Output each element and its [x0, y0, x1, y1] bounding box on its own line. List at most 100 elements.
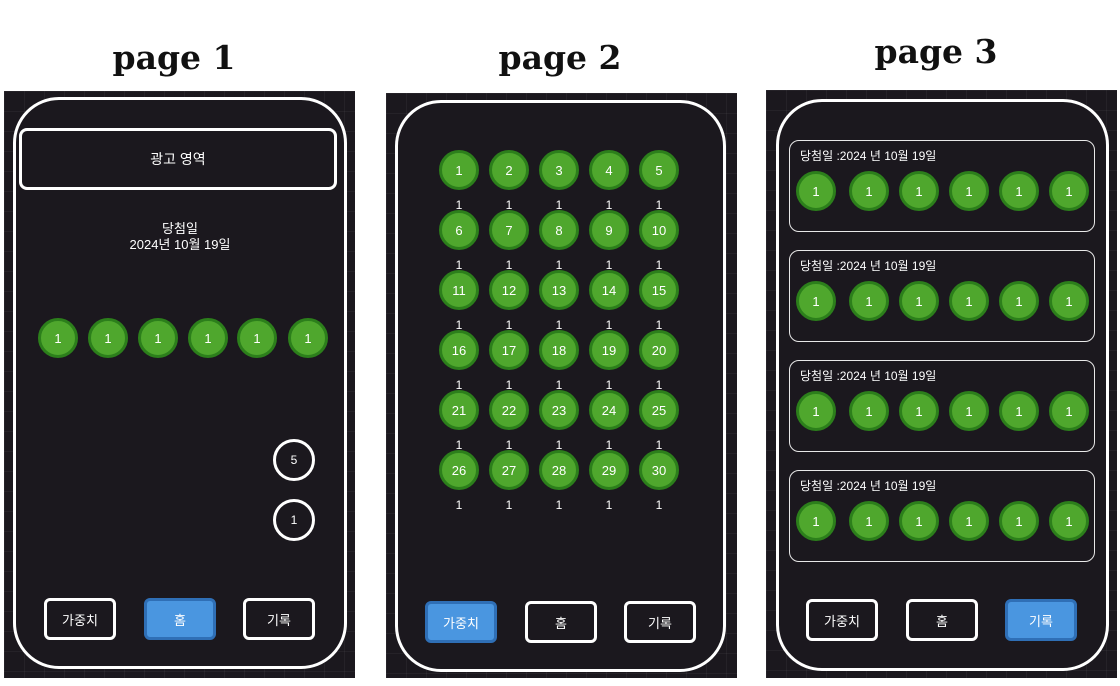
winning-ball: 1	[288, 318, 328, 358]
winning-ball: 1	[88, 318, 128, 358]
number-ball[interactable]: 8	[539, 210, 579, 250]
number-ball[interactable]: 22	[489, 390, 529, 430]
number-ball[interactable]: 5	[639, 150, 679, 190]
record-ball: 1	[899, 391, 939, 431]
record-ball: 1	[796, 171, 836, 211]
number-count: 1	[605, 198, 613, 212]
record-ball: 1	[949, 501, 989, 541]
phone-frame: 당첨일 :2024 년 10월 19일 1 1 1 1 1 1 당첨일 :202…	[776, 99, 1109, 671]
number-ball[interactable]: 9	[589, 210, 629, 250]
phone-frame: 1 1 2 1 3 1 4 1 5 1 6 1 7 1 8 1 9 1 10 1 11 1 12 1 13 1 14 1 15 1 16 1 1…	[395, 100, 726, 672]
number-count: 1	[555, 198, 563, 212]
ad-area-label: 광고 영역	[150, 151, 206, 167]
number-count: 1	[455, 378, 463, 392]
nav-weights-button[interactable]: 가중치	[44, 598, 116, 640]
number-ball[interactable]: 21	[439, 390, 479, 430]
number-count: 1	[505, 438, 513, 452]
record-ball: 1	[796, 501, 836, 541]
nav-home-button[interactable]: 홈	[525, 601, 597, 643]
record-ball: 1	[999, 501, 1039, 541]
record-ball: 1	[949, 171, 989, 211]
record-ball: 1	[1049, 171, 1089, 211]
nav-history-button[interactable]: 기록	[624, 601, 696, 643]
record-ball: 1	[796, 281, 836, 321]
winning-ball: 1	[237, 318, 277, 358]
number-count: 1	[605, 378, 613, 392]
number-ball[interactable]: 1	[439, 150, 479, 190]
nav-history-button[interactable]: 기록	[1005, 599, 1077, 641]
number-count: 1	[655, 498, 663, 512]
nav-history-button[interactable]: 기록	[243, 598, 315, 640]
floating-circle-button[interactable]: 1	[273, 499, 315, 541]
number-count: 1	[555, 438, 563, 452]
number-count: 1	[655, 258, 663, 272]
number-ball[interactable]: 18	[539, 330, 579, 370]
record-ball: 1	[999, 281, 1039, 321]
record-card[interactable]: 당첨일 :2024 년 10월 19일 1 1 1 1 1 1	[789, 470, 1095, 562]
record-ball: 1	[949, 391, 989, 431]
number-count: 1	[655, 318, 663, 332]
number-count: 1	[505, 498, 513, 512]
number-count: 1	[655, 378, 663, 392]
number-count: 1	[455, 438, 463, 452]
number-count: 1	[555, 378, 563, 392]
number-ball[interactable]: 16	[439, 330, 479, 370]
number-ball[interactable]: 4	[589, 150, 629, 190]
record-card[interactable]: 당첨일 :2024 년 10월 19일 1 1 1 1 1 1	[789, 360, 1095, 452]
nav-weights-button[interactable]: 가중치	[806, 599, 878, 641]
number-count: 1	[455, 258, 463, 272]
number-count: 1	[505, 378, 513, 392]
number-count: 1	[505, 258, 513, 272]
ad-area[interactable]: 광고 영역	[19, 128, 337, 190]
number-ball[interactable]: 23	[539, 390, 579, 430]
record-ball: 1	[899, 171, 939, 211]
winning-ball: 1	[138, 318, 178, 358]
number-count: 1	[605, 258, 613, 272]
nav-home-button[interactable]: 홈	[906, 599, 978, 641]
record-ball: 1	[849, 501, 889, 541]
number-count: 1	[555, 318, 563, 332]
page-2-title: page 2	[498, 38, 622, 77]
number-ball[interactable]: 29	[589, 450, 629, 490]
number-ball[interactable]: 27	[489, 450, 529, 490]
record-ball: 1	[999, 391, 1039, 431]
record-ball: 1	[849, 171, 889, 211]
number-count: 1	[455, 318, 463, 332]
number-count: 1	[605, 438, 613, 452]
record-ball: 1	[1049, 501, 1089, 541]
record-date: 당첨일 :2024 년 10월 19일	[800, 479, 937, 493]
number-ball[interactable]: 15	[639, 270, 679, 310]
number-count: 1	[605, 318, 613, 332]
record-card[interactable]: 당첨일 :2024 년 10월 19일 1 1 1 1 1 1	[789, 250, 1095, 342]
floating-circle-button[interactable]: 5	[273, 439, 315, 481]
number-ball[interactable]: 2	[489, 150, 529, 190]
number-ball[interactable]: 7	[489, 210, 529, 250]
nav-weights-button[interactable]: 가중치	[425, 601, 497, 643]
draw-date-label: 당첨일	[162, 221, 198, 236]
number-ball[interactable]: 19	[589, 330, 629, 370]
number-ball[interactable]: 3	[539, 150, 579, 190]
number-ball[interactable]: 30	[639, 450, 679, 490]
record-ball: 1	[899, 281, 939, 321]
number-ball[interactable]: 11	[439, 270, 479, 310]
number-ball[interactable]: 26	[439, 450, 479, 490]
number-ball[interactable]: 6	[439, 210, 479, 250]
phone-frame: 광고 영역 당첨일 2024년 10월 19일 1 1 1 1 1 1 5 1 …	[13, 97, 347, 669]
number-count: 1	[455, 198, 463, 212]
number-ball[interactable]: 28	[539, 450, 579, 490]
number-ball[interactable]: 13	[539, 270, 579, 310]
number-count: 1	[555, 498, 563, 512]
number-ball[interactable]: 10	[639, 210, 679, 250]
number-ball[interactable]: 12	[489, 270, 529, 310]
number-ball[interactable]: 17	[489, 330, 529, 370]
number-ball[interactable]: 25	[639, 390, 679, 430]
record-ball: 1	[1049, 281, 1089, 321]
number-ball[interactable]: 14	[589, 270, 629, 310]
record-card[interactable]: 당첨일 :2024 년 10월 19일 1 1 1 1 1 1	[789, 140, 1095, 232]
number-ball[interactable]: 20	[639, 330, 679, 370]
number-count: 1	[655, 198, 663, 212]
nav-home-button[interactable]: 홈	[144, 598, 216, 640]
number-ball[interactable]: 24	[589, 390, 629, 430]
page-1-screen: 광고 영역 당첨일 2024년 10월 19일 1 1 1 1 1 1 5 1 …	[4, 91, 355, 678]
record-ball: 1	[999, 171, 1039, 211]
